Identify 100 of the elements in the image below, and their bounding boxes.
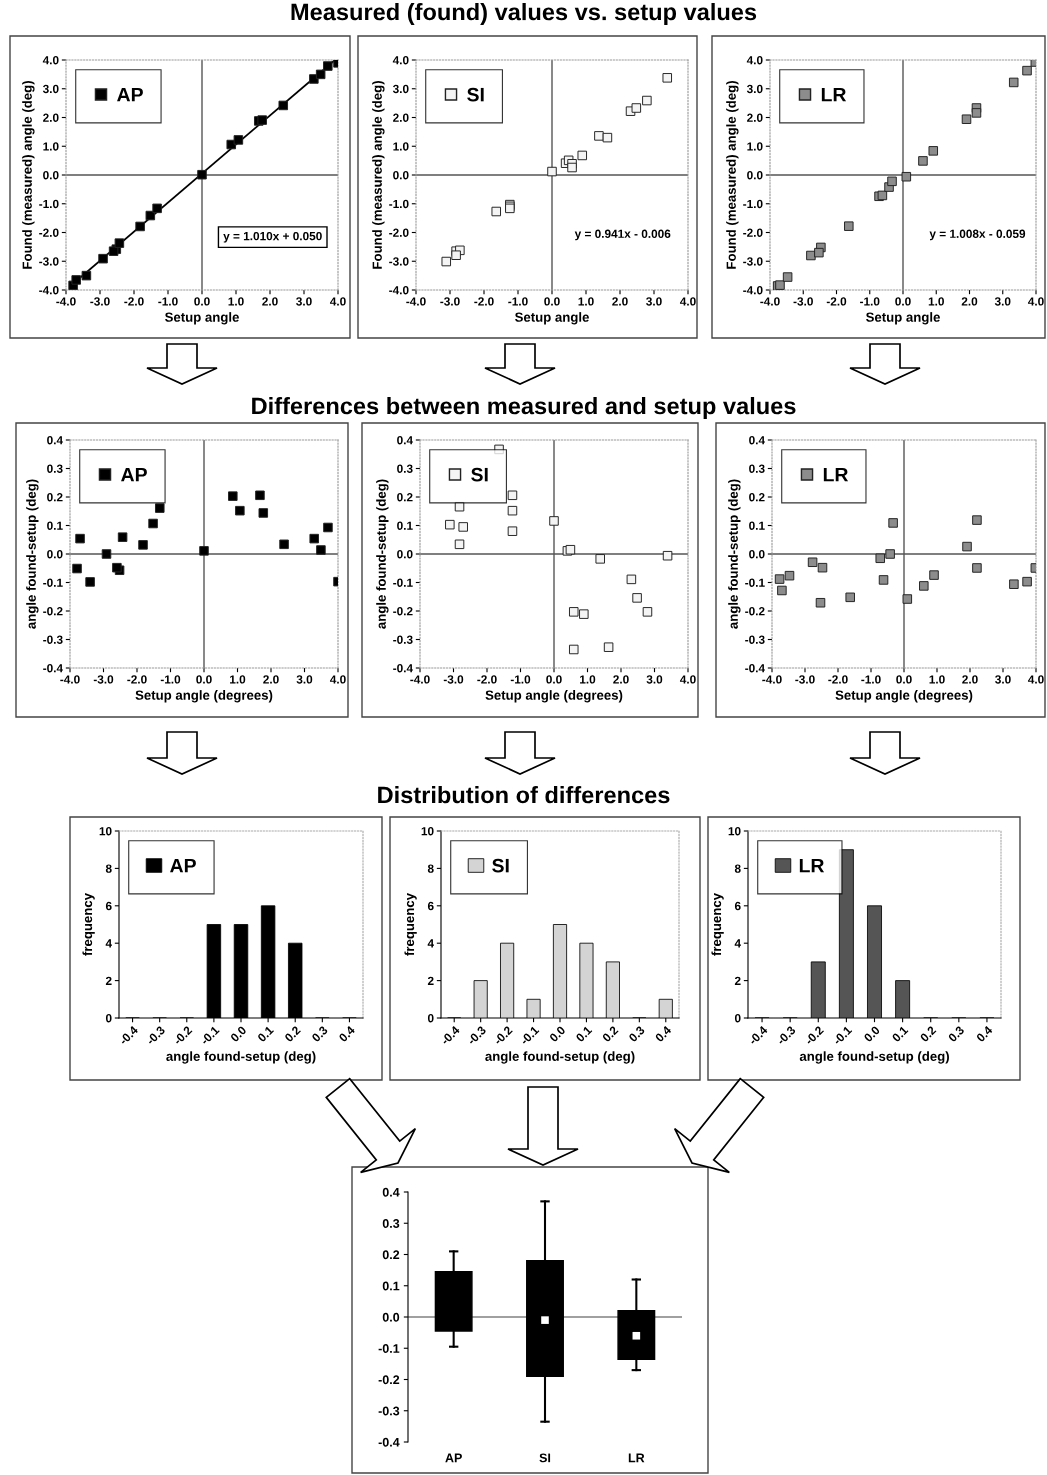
y-tick-label: -4.0 <box>389 286 409 295</box>
x-tick-label: 0.0 <box>229 1025 247 1043</box>
y-tick-label: 10 <box>728 827 741 836</box>
y-tick-label: -0.3 <box>43 635 63 644</box>
x-tick-label: 3.0 <box>994 297 1011 306</box>
y-tick-label: -0.2 <box>745 607 765 616</box>
x-tick-label: 2.0 <box>263 675 279 684</box>
y-tick-label: 0.3 <box>382 1219 400 1228</box>
y-tick-label: 3.0 <box>392 84 409 94</box>
x-tick-label: -0.1 <box>200 1025 220 1046</box>
x-tick-label: 0.4 <box>338 1025 356 1043</box>
y-tick-label: -0.3 <box>393 635 413 644</box>
x-axis-title: Setup angle <box>514 312 589 325</box>
y-tick-label: 2 <box>734 976 741 985</box>
y-tick-label: -3.0 <box>743 257 763 266</box>
x-tick-label: -4.0 <box>760 297 780 306</box>
x-tick-label: SI <box>539 1453 551 1463</box>
y-tick-label: -0.4 <box>745 664 765 673</box>
x-tick-label: 0.3 <box>628 1025 646 1043</box>
y-tick-label: -0.3 <box>378 1406 400 1416</box>
y-axis-title: frequency <box>82 893 95 956</box>
x-tick-label: -0.3 <box>466 1025 487 1046</box>
y-tick-label: 0.4 <box>397 436 413 445</box>
y-tick-label: 6 <box>427 901 434 911</box>
x-tick-label: -2.0 <box>477 675 497 684</box>
y-tick-label: -0.1 <box>43 578 63 587</box>
y-tick-label: -0.1 <box>393 578 413 587</box>
x-tick-label: -2.0 <box>828 675 848 684</box>
x-tick-label: 2.0 <box>962 675 978 684</box>
x-tick-label: 2.0 <box>262 297 278 306</box>
y-tick-label: -0.4 <box>43 664 63 673</box>
y-tick-label: -1.0 <box>389 199 409 209</box>
x-tick-label: -1.0 <box>160 675 181 684</box>
y-axis-title: frequency <box>404 893 417 956</box>
y-tick-label: 0.2 <box>47 493 63 502</box>
y-tick-label: 3.0 <box>746 84 763 94</box>
x-tick-label: 0.0 <box>546 675 562 684</box>
y-axis-title: Found (measured) angle (deg) <box>22 81 35 269</box>
y-tick-label: -3.0 <box>389 257 409 266</box>
y-tick-label: 2.0 <box>747 113 763 122</box>
x-axis-title: Setup angle (degrees) <box>835 690 973 703</box>
x-tick-label: -1.0 <box>508 297 528 306</box>
x-tick-label: -1.0 <box>860 297 880 306</box>
legend-label: AP <box>117 87 143 102</box>
x-tick-label: -3.0 <box>443 675 464 684</box>
x-tick-label: 0.1 <box>257 1025 275 1043</box>
y-tick-label: 0.2 <box>382 1250 400 1260</box>
y-tick-label: 8 <box>105 864 112 873</box>
x-tick-label: 2.0 <box>612 297 628 306</box>
y-tick-label: -0.1 <box>378 1344 400 1353</box>
x-tick-label: 0.2 <box>284 1025 302 1043</box>
y-tick-label: -2.0 <box>39 228 59 237</box>
x-tick-label: -0.2 <box>804 1025 825 1046</box>
x-tick-label: 0.0 <box>196 675 212 684</box>
y-axis-title: angle found-setup (deg) <box>728 479 741 629</box>
chart-title: Differences between measured and setup values <box>252 396 796 420</box>
y-tick-label: -2.0 <box>743 228 763 237</box>
y-tick-label: 0.1 <box>397 521 413 530</box>
y-tick-label: 6 <box>734 901 741 911</box>
x-tick-label: -4.0 <box>60 675 80 684</box>
y-axis-title: frequency <box>711 893 724 956</box>
y-tick-label: -1.0 <box>39 199 59 209</box>
y-tick-label: 0.3 <box>47 464 63 473</box>
x-tick-label: 2.0 <box>613 675 629 684</box>
x-tick-label: 0.0 <box>863 1025 881 1043</box>
x-tick-label: -0.2 <box>493 1025 513 1046</box>
y-tick-label: 0.2 <box>749 493 765 502</box>
x-tick-label: -0.3 <box>776 1025 797 1046</box>
x-tick-label: 1.0 <box>228 297 244 306</box>
y-tick-label: 0.4 <box>47 436 63 445</box>
y-tick-label: 0.0 <box>397 550 413 559</box>
y-tick-label: 0.0 <box>747 171 763 180</box>
y-tick-label: 0 <box>734 1014 741 1023</box>
y-tick-label: -0.2 <box>43 607 63 616</box>
y-tick-label: -0.2 <box>378 1375 400 1385</box>
x-tick-label: -2.0 <box>474 297 494 306</box>
legend-label: AP <box>121 467 147 482</box>
x-tick-label: -0.4 <box>118 1025 139 1046</box>
y-tick-label: 1.0 <box>43 142 59 151</box>
legend-label: LR <box>821 87 847 102</box>
annotation: y = 1.008x - 0.059 <box>929 229 1026 241</box>
y-tick-label: -0.1 <box>745 578 765 587</box>
y-tick-label: 0.0 <box>393 171 409 180</box>
y-tick-label: 0.0 <box>43 171 59 180</box>
x-tick-label: 4.0 <box>329 675 346 684</box>
y-tick-label: -0.4 <box>393 664 413 673</box>
x-tick-label: 0.0 <box>895 297 911 306</box>
x-tick-label: 0.1 <box>575 1025 593 1043</box>
y-tick-label: 2.0 <box>43 113 59 122</box>
y-tick-label: 0.0 <box>749 550 765 559</box>
y-tick-label: 2.0 <box>393 113 409 122</box>
x-tick-label: 0.0 <box>194 297 210 306</box>
y-axis-title: Found (measured) angle (deg) <box>726 81 739 269</box>
legend-label: SI <box>467 87 484 102</box>
x-tick-label: -1.0 <box>861 675 881 684</box>
y-tick-label: -3.0 <box>39 257 59 266</box>
x-tick-label: -0.3 <box>145 1025 166 1046</box>
y-axis-title: angle found-setup (deg) <box>376 479 389 629</box>
y-tick-label: 4 <box>734 939 741 948</box>
x-tick-label: 4.0 <box>1027 675 1044 684</box>
